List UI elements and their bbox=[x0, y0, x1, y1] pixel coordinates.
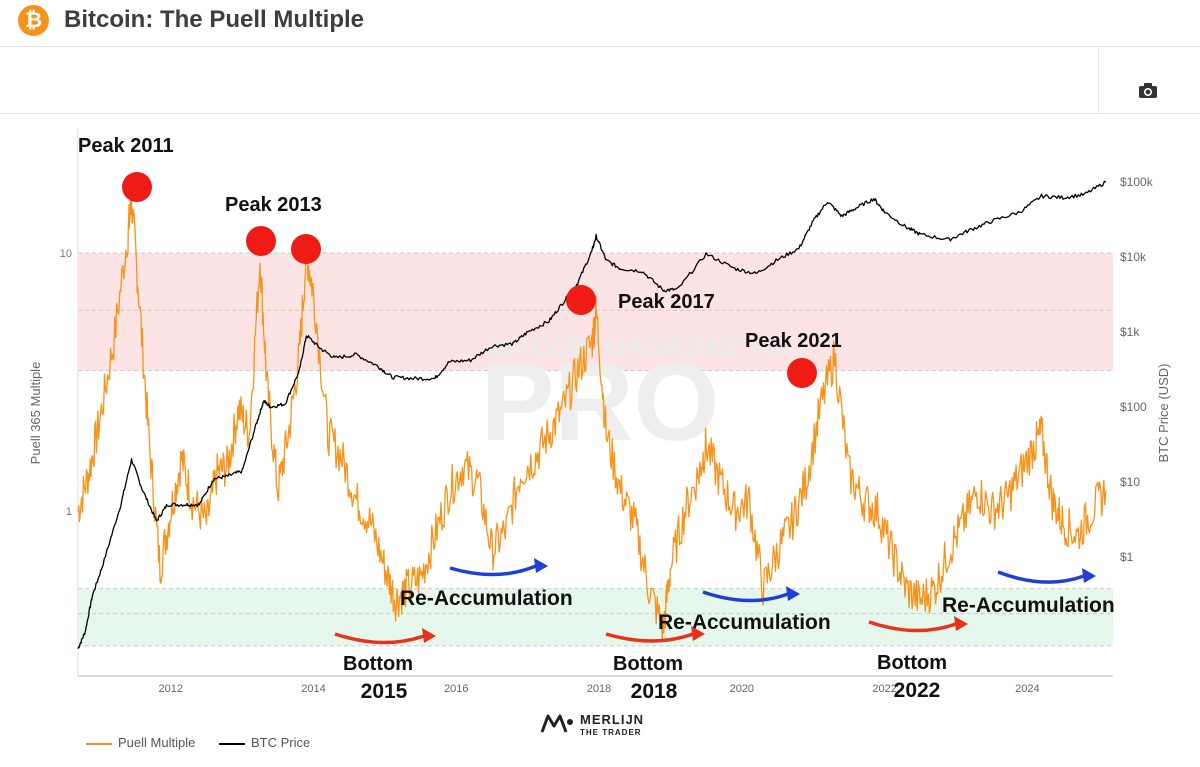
bottom-label: Bottom bbox=[343, 653, 413, 675]
peak-marker bbox=[566, 285, 596, 315]
legend-puell-swatch bbox=[86, 742, 112, 745]
bottom-year-label: 2022 bbox=[894, 679, 941, 702]
reaccumulation-arrow-head bbox=[786, 586, 800, 601]
x-tick-label: 2022 bbox=[872, 683, 896, 695]
bottom-year-label: 2015 bbox=[361, 680, 408, 703]
y-left-tick-label: 1 bbox=[66, 506, 72, 518]
toolbar-divider bbox=[1098, 47, 1099, 113]
legend-puell-label: Puell Multiple bbox=[118, 735, 196, 750]
x-tick-label: 2018 bbox=[587, 683, 611, 695]
reaccumulation-arrow bbox=[702, 590, 789, 603]
chart-toolbar bbox=[0, 47, 1200, 114]
peak-marker bbox=[291, 234, 321, 264]
bottom-label: Bottom bbox=[877, 652, 947, 674]
bottom-arrow bbox=[334, 632, 425, 645]
btc-price-line bbox=[77, 180, 1107, 649]
y-right-tick-label: $10k bbox=[1120, 250, 1147, 264]
re-accumulation-label: Re-Accumulation bbox=[400, 587, 573, 610]
watermark-pro: PRO bbox=[481, 341, 719, 464]
y-right-tick-label: $10 bbox=[1120, 475, 1140, 489]
puell-multiple-line bbox=[77, 189, 1107, 640]
legend-puell[interactable]: Puell Multiple bbox=[86, 735, 195, 750]
re-accumulation-label: Re-Accumulation bbox=[658, 611, 831, 634]
watermark-text: BITCOIN MAGAZINE PRO bbox=[490, 332, 806, 362]
x-tick-label: 2016 bbox=[444, 683, 468, 695]
bottom-arrow-head bbox=[691, 626, 705, 641]
brand-subtitle: THE TRADER bbox=[580, 728, 642, 737]
reaccumulation-arrow-head bbox=[1082, 568, 1096, 583]
reaccumulation-arrow-head bbox=[534, 558, 548, 573]
bottom-year-label: 2018 bbox=[631, 680, 678, 703]
merlijn-logo-icon bbox=[540, 714, 573, 733]
y-left-axis-title: Puell 365 Multiple bbox=[28, 362, 43, 465]
x-tick-label: 2012 bbox=[159, 683, 183, 695]
peak-2013-label: Peak 2013 bbox=[225, 194, 322, 216]
y-right-axis-title: BTC Price (USD) bbox=[1156, 364, 1171, 463]
brand-name: MERLIJN bbox=[580, 712, 645, 727]
peak-2011-label: Peak 2011 bbox=[78, 135, 174, 157]
peak-marker bbox=[787, 358, 817, 388]
bottom-label: Bottom bbox=[613, 653, 683, 675]
page-title: Bitcoin: The Puell Multiple bbox=[64, 6, 364, 33]
bitcoin-icon: ₿ bbox=[18, 5, 49, 36]
bottom-arrow bbox=[605, 632, 694, 643]
x-tick-label: 2020 bbox=[730, 683, 754, 695]
legend-btc-label: BTC Price bbox=[251, 735, 311, 750]
lower-zone-band bbox=[78, 588, 1113, 646]
x-tick-label: 2014 bbox=[301, 683, 325, 695]
y-right-tick-label: $100k bbox=[1120, 175, 1154, 189]
legend-btc-swatch bbox=[219, 742, 245, 745]
y-right-tick-label: $1k bbox=[1120, 325, 1140, 339]
y-right-tick-label: $100 bbox=[1120, 400, 1147, 414]
legend-btc[interactable]: BTC Price bbox=[219, 735, 310, 750]
x-tick-label: 2024 bbox=[1015, 683, 1039, 695]
y-right-tick-label: $1 bbox=[1120, 550, 1134, 564]
peak-marker bbox=[122, 172, 152, 202]
reaccumulation-arrow bbox=[449, 564, 537, 577]
peak-2017-label: Peak 2017 bbox=[618, 291, 715, 313]
y-left-tick-label: 10 bbox=[60, 248, 72, 260]
reaccumulation-arrow bbox=[997, 570, 1085, 584]
header-bar: ₿ Bitcoin: The Puell Multiple bbox=[0, 0, 1200, 47]
bottom-arrow-head bbox=[422, 628, 436, 643]
peak-marker bbox=[246, 226, 276, 256]
bottom-arrow-head bbox=[954, 616, 968, 631]
bottom-arrow bbox=[868, 620, 957, 633]
peak-2021-label: Peak 2021 bbox=[745, 330, 842, 352]
camera-icon[interactable] bbox=[1136, 80, 1160, 100]
re-accumulation-label: Re-Accumulation bbox=[942, 594, 1115, 617]
